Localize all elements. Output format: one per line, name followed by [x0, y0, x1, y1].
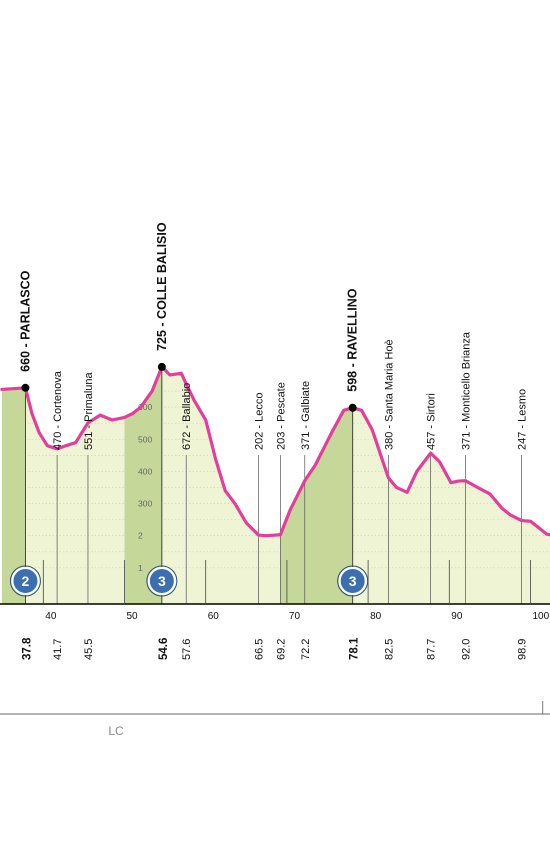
x-tick-label: 50 — [127, 611, 139, 622]
place-km-4: 69.2 — [275, 639, 287, 660]
place-km-7: 87.7 — [426, 639, 438, 660]
category-badge-ring-2 — [337, 565, 369, 597]
y-tick-label: 500 — [138, 434, 152, 444]
category-badge-1 — [147, 567, 176, 595]
climb-km-0: 37.8 — [21, 637, 33, 660]
category-label-0: 2 — [22, 573, 30, 589]
profile-line — [0, 365, 550, 538]
place-km-5: 72.2 — [300, 639, 312, 660]
x-tick-label: 40 — [45, 611, 57, 622]
climb-band-2 — [280, 407, 353, 604]
y-tick-label: 2 — [138, 531, 143, 541]
place-label-1: 551 - Primaluna — [83, 371, 95, 450]
place-label-4: 203 - Pescate — [275, 382, 287, 450]
place-km-3: 66.5 — [253, 639, 265, 660]
y-tick-label: 300 — [138, 499, 152, 509]
category-badge-ring-1 — [146, 565, 178, 597]
climb-name-0: 660 - PARLASCO — [18, 270, 32, 371]
climb-name-1: 725 - COLLE BALISIO — [155, 222, 169, 351]
x-tick-label: 100 — [533, 611, 550, 622]
place-km-8: 92.0 — [461, 639, 473, 660]
province-label: LC — [108, 724, 124, 738]
place-label-5: 371 - Galbiate — [300, 381, 312, 450]
y-tick-label: 600 — [138, 402, 152, 412]
y-tick-label: 1 — [138, 563, 143, 573]
x-tick-label: 80 — [370, 611, 382, 622]
climb-band-0 — [1, 387, 26, 604]
x-tick-label: 60 — [208, 611, 220, 622]
climb-band-1 — [124, 366, 162, 604]
place-label-8: 371 - Monticello Brianza — [461, 331, 473, 450]
place-km-0: 41.7 — [52, 639, 64, 660]
climb-km-1: 54.6 — [158, 638, 170, 660]
category-label-1: 3 — [158, 573, 166, 589]
y-tick-label: 400 — [138, 466, 152, 476]
place-label-2: 672 - Ballabio — [181, 383, 193, 450]
place-km-6: 82.5 — [383, 639, 395, 660]
summit-dot-0 — [21, 383, 30, 392]
category-label-2: 3 — [349, 573, 357, 589]
place-km-2: 57.6 — [181, 639, 193, 660]
category-badge-2 — [338, 567, 367, 595]
place-label-0: 470 - Cortenova — [52, 370, 64, 450]
place-label-9: 247 - Lesmo — [517, 389, 529, 450]
climb-km-2: 78.1 — [349, 637, 361, 660]
climb-name-2: 598 - RAVELLINO — [346, 288, 360, 392]
place-km-1: 45.5 — [83, 639, 95, 660]
place-label-7: 457 - Sirtori — [426, 393, 438, 450]
summit-dot-2 — [348, 403, 357, 412]
x-tick-label: 70 — [289, 611, 301, 622]
place-km-9: 98.9 — [517, 639, 529, 660]
category-badge-ring-0 — [9, 565, 41, 597]
place-label-3: 202 - Lecco — [253, 393, 265, 450]
place-label-6: 380 - Santa Maria Hoè — [383, 339, 395, 450]
summit-dot-1 — [157, 362, 166, 371]
category-badge-0 — [11, 567, 40, 595]
x-tick-label: 90 — [451, 611, 463, 622]
